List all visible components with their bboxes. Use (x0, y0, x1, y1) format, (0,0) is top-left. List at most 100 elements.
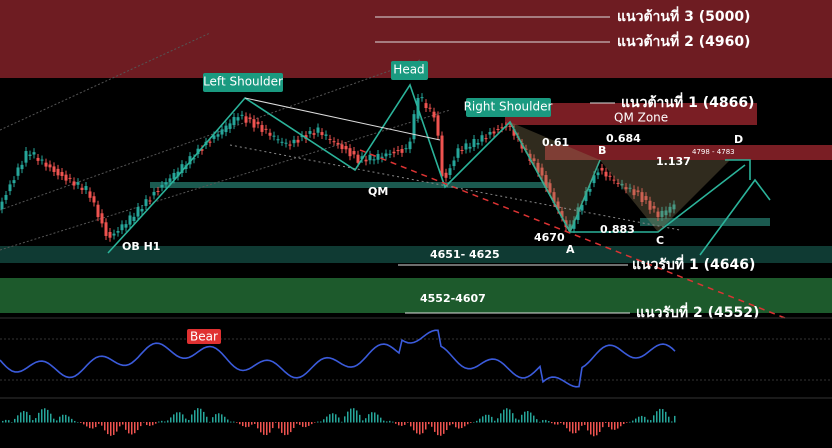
hist-bar (425, 422, 427, 430)
hist-bar (506, 408, 508, 423)
hist-bar (599, 422, 601, 432)
hist-bar (47, 409, 49, 423)
hist-bar (221, 414, 223, 423)
hist-bar (635, 418, 637, 423)
hist-bar (467, 422, 469, 425)
hist-bar (101, 422, 103, 426)
hist-bar (281, 422, 283, 433)
support-zone (0, 246, 832, 263)
hist-bar (80, 422, 82, 423)
hist-bar (650, 420, 652, 423)
candle (396, 150, 400, 152)
hist-bar (461, 422, 463, 429)
hist-bar (23, 410, 25, 423)
price-label: 4670 (534, 231, 565, 244)
hist-bar (110, 422, 112, 436)
hist-bar (191, 414, 193, 423)
candle (160, 185, 164, 188)
candle (672, 204, 676, 210)
hist-bar (95, 422, 97, 428)
candle (272, 135, 276, 137)
hist-bar (326, 416, 328, 423)
hist-bar (158, 421, 160, 423)
candle (444, 172, 448, 178)
hist-bar (269, 422, 271, 433)
hist-bar (662, 409, 664, 423)
candle (536, 162, 540, 173)
hist-bar (554, 422, 556, 425)
qm-zone (505, 103, 757, 125)
hist-bar (203, 411, 205, 423)
hist-bar (17, 415, 19, 423)
candle (524, 148, 528, 150)
candle (412, 114, 416, 140)
hist-bar (35, 418, 37, 423)
hist-bar (98, 422, 100, 424)
hist-bar (161, 420, 163, 423)
candle (12, 180, 16, 184)
hist-bar (227, 419, 229, 423)
fib-label: 0.883 (600, 223, 635, 236)
candle (332, 141, 336, 143)
candle (560, 211, 564, 218)
point-label: B (598, 144, 606, 157)
candle (552, 192, 556, 203)
hist-bar (485, 414, 487, 423)
hist-bar (671, 421, 673, 423)
hist-bar (605, 422, 607, 423)
hist-bar (275, 422, 277, 423)
candle (172, 172, 176, 180)
hist-bar (653, 415, 655, 423)
candle (388, 153, 392, 155)
candle (84, 186, 88, 190)
hist-bar (488, 414, 490, 423)
hist-bar (146, 422, 148, 426)
point-label: A (566, 243, 575, 256)
candle (348, 148, 352, 157)
candle (624, 187, 628, 190)
hist-bar (569, 422, 571, 432)
hist-bar (479, 418, 481, 423)
candle (364, 159, 368, 162)
hist-bar (248, 422, 250, 427)
hist-bar (593, 422, 595, 437)
hist-bar (332, 413, 334, 423)
candle (664, 210, 668, 216)
candle (532, 158, 536, 162)
hist-bar (41, 409, 43, 423)
candle (0, 201, 4, 210)
hist-bar (104, 422, 106, 431)
hist-bar (212, 417, 214, 423)
hist-bar (245, 422, 247, 428)
hist-bar (242, 422, 244, 427)
candle (236, 117, 240, 121)
candle (400, 149, 404, 153)
candle (580, 204, 584, 211)
hist-bar (74, 420, 76, 423)
candle (456, 148, 460, 158)
hist-bar (308, 422, 310, 426)
fib-label: 0.61 (542, 136, 569, 149)
hist-bar (68, 416, 70, 423)
hist-bar (287, 422, 289, 435)
candle (448, 168, 452, 176)
candle (612, 179, 616, 181)
candle (360, 156, 364, 159)
hist-bar (440, 422, 442, 436)
candle (76, 182, 80, 185)
hist-bar (155, 422, 157, 424)
hist-bar (383, 420, 385, 423)
candle (308, 131, 312, 134)
hist-bar (464, 422, 466, 427)
hist-bar (497, 418, 499, 423)
hist-bar (443, 422, 445, 434)
hist-bar (335, 414, 337, 423)
candle (52, 166, 56, 172)
hist-bar (254, 422, 256, 424)
fib-label: 1.137 (656, 155, 691, 168)
candles (0, 93, 676, 242)
candle (240, 114, 244, 116)
candle (424, 103, 428, 109)
hist-bar (575, 422, 577, 434)
candle (636, 190, 640, 193)
